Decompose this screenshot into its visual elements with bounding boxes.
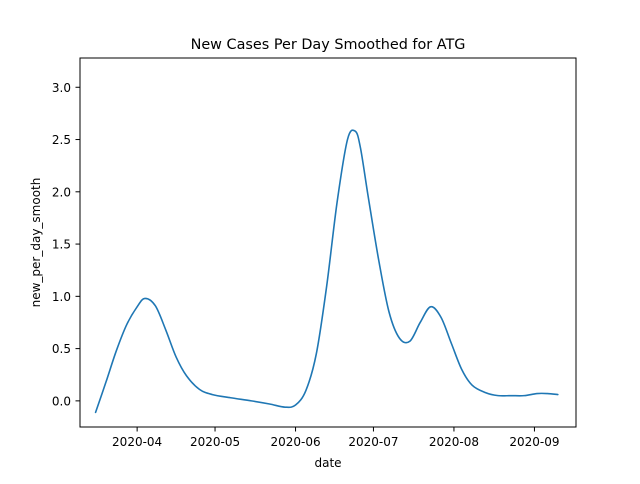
- series-line: [94, 129, 559, 414]
- x-tick-label: 2020-06: [270, 435, 320, 449]
- x-tick-label: 2020-09: [509, 435, 559, 449]
- x-tick-label: 2020-05: [190, 435, 240, 449]
- x-tick-label: 2020-07: [348, 435, 398, 449]
- chart-title: New Cases Per Day Smoothed for ATG: [191, 37, 466, 53]
- y-tick-label: 3.0: [52, 81, 71, 95]
- y-axis: 0.0 0.5 1.0 1.5 2.0 2.5 3.0: [52, 81, 80, 408]
- y-tick-label: 2.0: [52, 185, 71, 199]
- y-tick-label: 1.5: [52, 238, 71, 252]
- x-axis-label: date: [314, 456, 341, 470]
- y-axis-label: new_per_day_smooth: [29, 178, 43, 308]
- y-tick-label: 1.0: [52, 290, 71, 304]
- line-layer: [94, 129, 559, 414]
- x-tick-label: 2020-04: [112, 435, 162, 449]
- x-tick-label: 2020-08: [429, 435, 479, 449]
- x-axis: 2020-04 2020-05 2020-06 2020-07 2020-08 2020-…: [112, 427, 560, 449]
- y-tick-label: 0.0: [52, 394, 71, 408]
- plot-frame: [79, 57, 577, 428]
- y-tick-label: 0.5: [52, 342, 71, 356]
- y-tick-label: 2.5: [52, 133, 71, 147]
